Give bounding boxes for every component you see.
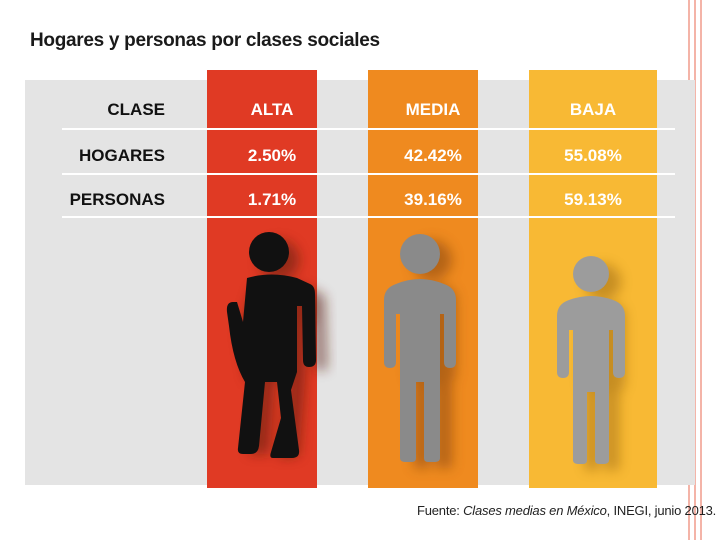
- header-label-clase: CLASE: [107, 100, 165, 119]
- column-header-media: MEDIA: [405, 100, 461, 119]
- row-divider: [62, 128, 675, 130]
- cell-hogares-alta: 2.50%: [247, 146, 297, 165]
- person-standing-icon: [384, 234, 456, 468]
- column-header-alta: ALTA: [250, 100, 294, 119]
- person-standing-icon: [557, 256, 625, 470]
- source-suffix: , INEGI, junio 2013.: [606, 503, 717, 518]
- person-leaning-icon: [226, 232, 327, 458]
- cell-personas-baja: 59.13%: [564, 190, 622, 209]
- source-publication-title: Clases medias en México: [463, 503, 607, 518]
- cell-personas-alta: 1.71%: [247, 190, 297, 209]
- row-divider: [62, 173, 675, 175]
- cell-hogares-baja: 55.08%: [564, 146, 622, 165]
- source-note: Fuente: Clases medias en México, INEGI, …: [417, 503, 716, 518]
- cell-hogares-media: 42.42%: [404, 146, 462, 165]
- row-label-hogares: HOGARES: [79, 146, 165, 165]
- row-label-personas: PERSONAS: [69, 190, 165, 209]
- row-divider: [62, 216, 675, 218]
- source-prefix: Fuente:: [417, 503, 464, 518]
- column-header-baja: BAJA: [569, 100, 617, 119]
- cell-personas-media: 39.16%: [404, 190, 462, 209]
- chart-title: Hogares y personas por clases sociales: [30, 30, 380, 51]
